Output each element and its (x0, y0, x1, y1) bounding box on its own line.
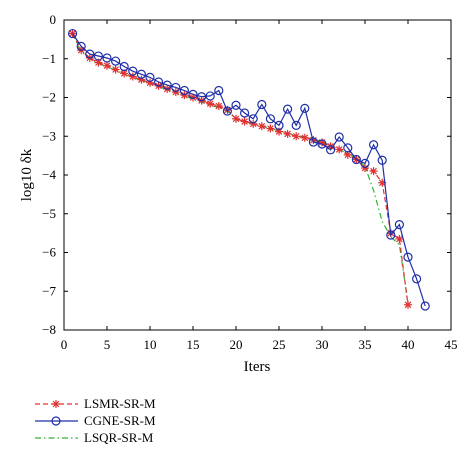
data-point (214, 85, 224, 96)
data-point (197, 92, 207, 102)
data-point (360, 158, 370, 168)
data-point (266, 124, 275, 133)
data-point (351, 154, 361, 165)
y-axis: 0 −1 −2 −3 −4 −5 −6 −7 −8 (42, 12, 451, 337)
data-point (274, 120, 284, 131)
data-point (377, 155, 387, 165)
data-point (67, 28, 78, 39)
plot-frame (63, 19, 452, 331)
data-point (102, 53, 112, 63)
plot-area (67, 28, 430, 311)
y-tick-label: −3 (42, 128, 56, 143)
y-tick-label: −1 (42, 51, 56, 66)
y-tick-label: −5 (42, 206, 56, 221)
data-point (283, 129, 292, 138)
legend: LSMR-SR-M CGNE-SR-M LSQR-SR-M (35, 396, 156, 445)
data-point (291, 120, 301, 131)
data-point (76, 41, 86, 51)
data-point (154, 77, 164, 87)
data-point (205, 91, 215, 101)
data-point (257, 122, 266, 131)
y-tick-label: −8 (42, 322, 56, 337)
data-point (361, 164, 369, 173)
data-point (248, 114, 258, 124)
data-point (240, 108, 250, 118)
data-point (386, 230, 396, 240)
data-point (369, 167, 378, 176)
series-line (72, 33, 426, 307)
x-tick-label: 0 (61, 337, 68, 352)
data-point (222, 106, 232, 116)
data-point (395, 234, 404, 243)
y-tick-label: −4 (42, 167, 56, 182)
data-point (283, 104, 293, 114)
data-point (412, 274, 422, 284)
data-point (180, 91, 189, 100)
legend-label: LSMR-SR-M (84, 396, 156, 411)
data-point (326, 145, 336, 155)
data-point (335, 145, 344, 154)
legend-item: LSQR-SR-M (35, 430, 154, 445)
data-point (240, 117, 249, 126)
x-tick-label: 45 (445, 337, 458, 352)
data-point (171, 82, 181, 93)
data-point (265, 114, 275, 124)
x-tick-label: 35 (359, 337, 372, 352)
data-point (404, 300, 412, 309)
data-point (317, 139, 327, 149)
data-point (334, 132, 344, 142)
x-tick-label: 40 (402, 337, 415, 352)
data-point (300, 133, 309, 142)
x-axis-label: Iters (244, 359, 271, 375)
data-point (171, 88, 180, 97)
data-point (369, 140, 379, 150)
data-point (420, 301, 430, 311)
legend-marker (52, 400, 60, 408)
data-point (308, 137, 318, 147)
legend-label: LSQR-SR-M (84, 430, 154, 445)
series-line (72, 33, 409, 305)
data-point (103, 61, 111, 70)
legend-label: CGNE-SR-M (84, 413, 156, 428)
data-point (214, 102, 223, 111)
data-point (343, 143, 353, 153)
x-axis: 0 5 10 15 20 25 30 35 40 45 (61, 20, 458, 352)
data-point (394, 220, 404, 230)
y-tick-label: 0 (50, 12, 57, 27)
data-point (232, 114, 240, 123)
legend-marker (51, 416, 61, 426)
data-point (162, 80, 172, 90)
data-point (93, 51, 104, 61)
data-point (257, 99, 267, 110)
x-tick-label: 20 (230, 337, 243, 352)
data-point (110, 56, 121, 66)
x-tick-label: 25 (273, 337, 286, 352)
data-point (231, 100, 241, 110)
data-point (136, 69, 146, 79)
y-tick-label: −6 (42, 245, 56, 260)
data-point (85, 49, 95, 59)
data-point (179, 85, 189, 96)
data-point (300, 103, 310, 113)
y-tick-label: −7 (42, 283, 56, 298)
x-tick-label: 15 (187, 337, 200, 352)
legend-item: LSMR-SR-M (35, 396, 156, 411)
legend-item: CGNE-SR-M (35, 413, 156, 428)
series-lsmr-sr-m (68, 29, 412, 309)
data-point (206, 99, 215, 108)
data-point (188, 89, 198, 100)
x-tick-label: 30 (316, 337, 329, 352)
data-point (292, 132, 301, 141)
y-axis-label: log10 δk (19, 148, 35, 201)
data-point (145, 72, 155, 82)
x-tick-label: 10 (144, 337, 157, 352)
y-tick-label: −2 (42, 90, 56, 105)
x-tick-label: 5 (104, 337, 111, 352)
data-point (403, 252, 413, 262)
data-point (111, 65, 120, 74)
data-point (128, 66, 138, 76)
data-point (119, 61, 129, 72)
series-cgne-sr-m (67, 28, 430, 311)
